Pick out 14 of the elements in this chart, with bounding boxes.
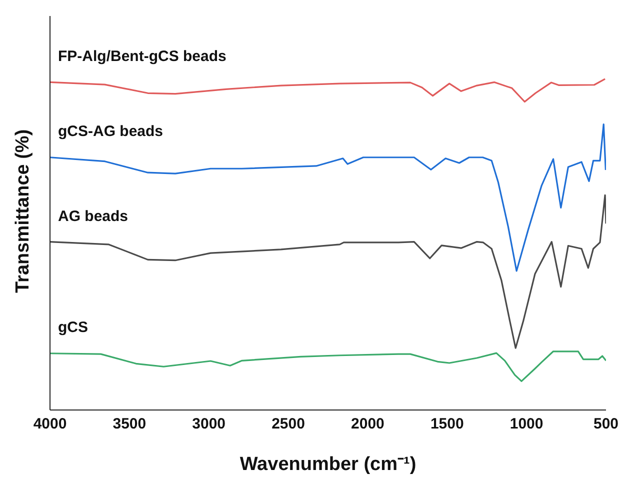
- series-label: FP-Alg/Bent-gCS beads: [58, 48, 226, 66]
- series-label: AG beads: [58, 208, 128, 225]
- x-tick-label: 4000: [33, 416, 67, 433]
- x-tick-label: 3000: [192, 416, 226, 433]
- x-tick-label: 500: [593, 416, 619, 433]
- x-tick-label: 1000: [510, 416, 544, 433]
- series-label: gCS: [58, 319, 88, 336]
- series-label: gCS-AG beads: [58, 123, 164, 140]
- x-tick-label: 3500: [112, 416, 146, 433]
- x-axis-title: Wavenumber (cm⁻¹): [240, 454, 416, 475]
- y-axis-title: Transmittance (%): [12, 129, 34, 293]
- x-tick-label: 1500: [430, 416, 464, 433]
- x-tick-label: 2500: [272, 416, 305, 433]
- x-tick-label: 2000: [351, 416, 384, 433]
